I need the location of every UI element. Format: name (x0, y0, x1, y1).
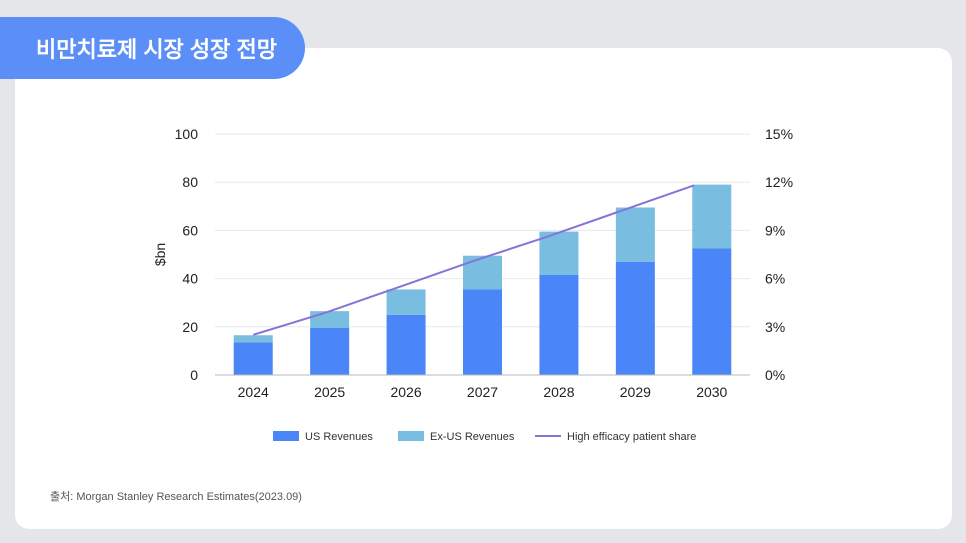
y-tick-label: 80 (182, 174, 198, 190)
x-tick-label: 2029 (620, 384, 651, 400)
legend-us-revenues-swatch (273, 431, 299, 441)
bar-ex-us-revenues (233, 335, 273, 343)
x-tick-label: 2028 (543, 384, 574, 400)
y2-tick-label: 9% (765, 222, 785, 238)
y-tick-label: 0 (190, 367, 198, 383)
x-tick-label: 2030 (696, 384, 727, 400)
legend-us-revenues-label: US Revenues (305, 431, 373, 443)
bar-ex-us-revenues (386, 289, 426, 315)
y-tick-label: 100 (175, 126, 199, 142)
bar-ex-us-revenues (539, 231, 579, 275)
bar-us-revenues (386, 314, 426, 375)
page-title: 비만치료제 시장 성장 전망 (0, 17, 305, 79)
x-tick-label: 2027 (467, 384, 498, 400)
bar-us-revenues (615, 261, 655, 375)
bar-ex-us-revenues (692, 184, 732, 249)
bar-us-revenues (692, 248, 732, 375)
y-tick-label: 60 (182, 222, 198, 238)
y-tick-label: 40 (182, 271, 198, 287)
legend-ex-us-revenues-label: Ex-US Revenues (430, 431, 515, 443)
bar-us-revenues (463, 289, 502, 375)
bar-ex-us-revenues (463, 255, 502, 290)
source-note: 출처: Morgan Stanley Research Estimates(20… (50, 491, 302, 503)
x-tick-label: 2025 (314, 384, 345, 400)
y2-tick-label: 3% (765, 319, 785, 335)
y2-tick-label: 15% (765, 126, 793, 142)
bar-us-revenues (233, 342, 273, 375)
x-tick-label: 2024 (238, 384, 269, 400)
line-high-efficacy-share (252, 184, 695, 336)
y2-tick-label: 0% (765, 367, 785, 383)
legend-ex-us-revenues-swatch (398, 431, 424, 441)
y-axis-label: $bn (152, 243, 168, 266)
y2-tick-label: 6% (765, 271, 785, 287)
bar-ex-us-revenues (310, 311, 350, 329)
y2-tick-label: 12% (765, 174, 793, 190)
bar-us-revenues (539, 274, 579, 375)
bar-ex-us-revenues (615, 207, 655, 262)
legend-high-efficacy-share-label: High efficacy patient share (567, 431, 696, 443)
y-tick-label: 20 (182, 319, 198, 335)
x-tick-label: 2026 (390, 384, 421, 400)
bar-us-revenues (310, 328, 350, 375)
